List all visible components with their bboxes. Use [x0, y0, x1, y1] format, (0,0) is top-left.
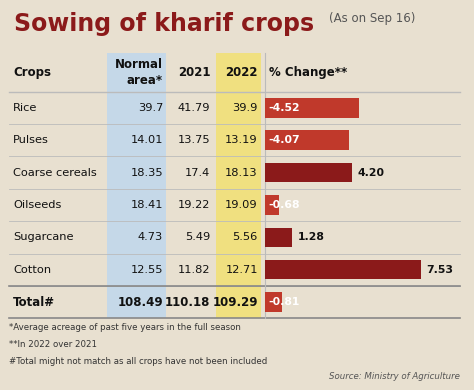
Text: 109.29: 109.29 [212, 296, 258, 308]
Text: Cotton: Cotton [13, 265, 51, 275]
Text: Source: Ministry of Agriculture: Source: Ministry of Agriculture [329, 372, 460, 381]
Text: 4.20: 4.20 [358, 168, 385, 177]
FancyBboxPatch shape [265, 131, 349, 150]
Text: 5.49: 5.49 [185, 232, 210, 242]
Text: 19.22: 19.22 [178, 200, 210, 210]
Text: 108.49: 108.49 [118, 296, 163, 308]
Text: (As on Sep 16): (As on Sep 16) [329, 12, 416, 25]
Text: 14.01: 14.01 [130, 135, 163, 145]
Text: *Average acreage of past five years in the full season: *Average acreage of past five years in t… [9, 323, 241, 332]
Text: 39.9: 39.9 [232, 103, 258, 113]
FancyBboxPatch shape [265, 228, 292, 247]
Text: Rice: Rice [13, 103, 37, 113]
Text: Sowing of kharif crops: Sowing of kharif crops [14, 12, 314, 37]
FancyBboxPatch shape [216, 53, 261, 318]
Text: -4.52: -4.52 [268, 103, 300, 113]
Text: 13.75: 13.75 [178, 135, 210, 145]
Text: **In 2022 over 2021: **In 2022 over 2021 [9, 340, 98, 349]
FancyBboxPatch shape [265, 98, 359, 117]
Text: 12.71: 12.71 [225, 265, 258, 275]
Text: Pulses: Pulses [13, 135, 49, 145]
Text: 2021: 2021 [178, 66, 210, 79]
FancyBboxPatch shape [265, 260, 421, 279]
Text: -0.81: -0.81 [268, 297, 300, 307]
Text: 39.7: 39.7 [137, 103, 163, 113]
Text: 5.56: 5.56 [233, 232, 258, 242]
Text: 13.19: 13.19 [225, 135, 258, 145]
Text: 110.18: 110.18 [165, 296, 210, 308]
Text: Crops: Crops [13, 66, 51, 79]
Text: 2022: 2022 [225, 66, 258, 79]
Text: Total#: Total# [13, 296, 55, 308]
Text: -4.07: -4.07 [268, 135, 300, 145]
Text: 18.41: 18.41 [130, 200, 163, 210]
Text: 18.35: 18.35 [130, 168, 163, 177]
FancyBboxPatch shape [265, 195, 280, 214]
Text: 1.28: 1.28 [298, 232, 324, 242]
FancyBboxPatch shape [107, 53, 166, 318]
Text: Coarse cereals: Coarse cereals [13, 168, 97, 177]
Text: Sugarcane: Sugarcane [13, 232, 74, 242]
Text: 41.79: 41.79 [178, 103, 210, 113]
Text: 7.53: 7.53 [427, 265, 454, 275]
FancyBboxPatch shape [265, 163, 352, 182]
Text: 11.82: 11.82 [178, 265, 210, 275]
Text: 19.09: 19.09 [225, 200, 258, 210]
Text: 17.4: 17.4 [185, 168, 210, 177]
Text: Oilseeds: Oilseeds [13, 200, 62, 210]
Text: % Change**: % Change** [269, 66, 347, 79]
Text: #Total might not match as all crops have not been included: #Total might not match as all crops have… [9, 357, 268, 366]
Text: 4.73: 4.73 [138, 232, 163, 242]
FancyBboxPatch shape [265, 292, 282, 312]
Text: 12.55: 12.55 [130, 265, 163, 275]
Text: Normal
area*: Normal area* [115, 58, 163, 87]
Text: 18.13: 18.13 [225, 168, 258, 177]
Text: -0.68: -0.68 [268, 200, 300, 210]
